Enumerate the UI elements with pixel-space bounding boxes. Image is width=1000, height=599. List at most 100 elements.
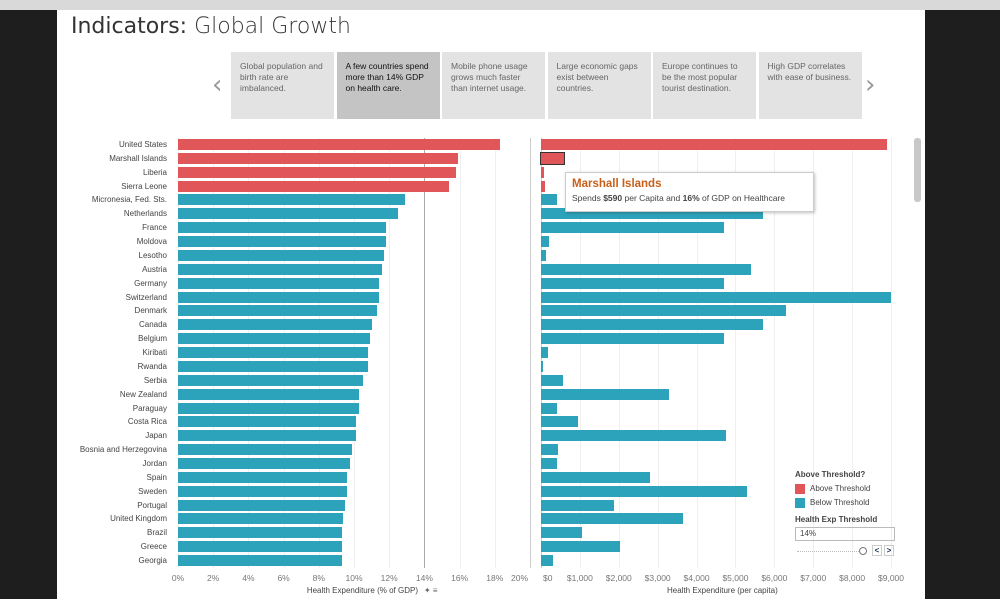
tt-amount: $590: [603, 193, 623, 203]
bar-per-capita[interactable]: [541, 236, 549, 248]
bar-per-capita[interactable]: [541, 222, 724, 234]
bar-gdp-pct[interactable]: [178, 194, 406, 206]
bar-gdp-pct[interactable]: [178, 166, 457, 178]
prev-story-arrow-icon[interactable]: ‹: [212, 70, 223, 100]
bar-gdp-pct[interactable]: [178, 208, 398, 220]
story-point-2[interactable]: A few countries spend more than 14% GDP …: [336, 52, 440, 119]
x-tick-left: 18%: [486, 573, 504, 583]
x-axis-title-right: Health Expenditure (per capita): [667, 586, 778, 595]
x-tick-left: 10%: [345, 573, 363, 583]
bar-gdp-pct[interactable]: [178, 139, 501, 150]
bar-per-capita[interactable]: [541, 277, 724, 289]
bar-gdp-pct[interactable]: [178, 499, 346, 511]
story-point-5[interactable]: Europe continues to be the most popular …: [653, 52, 756, 119]
bar-per-capita[interactable]: [541, 249, 547, 261]
bar-gdp-pct[interactable]: [178, 277, 379, 289]
x-tick-left: 8%: [312, 573, 325, 583]
country-label: United States: [118, 140, 167, 149]
grid-line-right: [657, 138, 659, 568]
bar-per-capita[interactable]: [541, 471, 650, 483]
scrollbar-thumb[interactable]: [914, 138, 921, 202]
bar-gdp-pct[interactable]: [178, 236, 386, 248]
grid-line-right: [852, 138, 854, 568]
bar-per-capita[interactable]: [540, 151, 565, 165]
story-point-6[interactable]: High GDP correlates with ease of busines…: [758, 52, 862, 119]
bar-per-capita[interactable]: [541, 333, 724, 345]
legend-item-below[interactable]: Below Threshold: [795, 498, 895, 508]
bar-per-capita[interactable]: [541, 347, 548, 359]
country-label: New Zealand: [119, 389, 167, 399]
bar-per-capita[interactable]: [541, 360, 544, 372]
threshold-input[interactable]: 14%: [795, 527, 895, 541]
bar-gdp-pct[interactable]: [178, 180, 450, 192]
bar-per-capita[interactable]: [541, 541, 621, 553]
bar-per-capita[interactable]: [541, 555, 554, 567]
tt-mid: per Capita and: [622, 193, 683, 203]
bar-per-capita[interactable]: [541, 194, 557, 206]
bar-gdp-pct[interactable]: [178, 555, 342, 567]
axis-divider: [530, 138, 531, 568]
bar-gdp-pct[interactable]: [178, 305, 377, 317]
bar-per-capita[interactable]: [541, 485, 748, 497]
bar-per-capita[interactable]: [541, 527, 583, 539]
x-tick-right: $5,000: [722, 573, 749, 583]
bar-gdp-pct[interactable]: [178, 333, 370, 345]
bar-gdp-pct[interactable]: [178, 249, 384, 261]
country-label: Moldova: [136, 237, 167, 247]
bar-gdp-pct[interactable]: [178, 374, 363, 386]
bar-per-capita[interactable]: [541, 139, 888, 150]
story-point-3[interactable]: Mobile phone usage grows much faster tha…: [442, 52, 545, 119]
bar-gdp-pct[interactable]: [178, 416, 356, 428]
x-tick-left: 6%: [277, 573, 290, 583]
bar-gdp-pct[interactable]: [178, 471, 347, 483]
bar-gdp-pct[interactable]: [178, 527, 342, 539]
threshold-slider[interactable]: < >: [795, 544, 895, 558]
bar-gdp-pct[interactable]: [178, 402, 360, 414]
bar-gdp-pct[interactable]: [178, 360, 369, 372]
bar-per-capita[interactable]: [541, 291, 891, 303]
bar-per-capita[interactable]: [541, 499, 615, 511]
story-point-1[interactable]: Global population and birth rate are imb…: [231, 52, 334, 119]
bar-per-capita[interactable]: [541, 208, 763, 220]
bar-per-capita[interactable]: [541, 374, 563, 386]
bar-gdp-pct[interactable]: [178, 263, 383, 275]
bar-per-capita[interactable]: [541, 444, 559, 456]
bar-gdp-pct[interactable]: [178, 388, 360, 400]
legend-label: Below Threshold: [810, 498, 870, 508]
bar-gdp-pct[interactable]: [178, 513, 344, 525]
bar-per-capita[interactable]: [541, 166, 545, 178]
bar-per-capita[interactable]: [541, 180, 545, 192]
bar-gdp-pct[interactable]: [178, 152, 458, 164]
bar-per-capita[interactable]: [541, 458, 557, 469]
increment-button[interactable]: >: [884, 545, 894, 556]
bar-gdp-pct[interactable]: [178, 347, 369, 359]
bar-per-capita[interactable]: [541, 430, 726, 442]
bar-per-capita[interactable]: [541, 263, 751, 275]
country-label: France: [142, 223, 167, 233]
bar-per-capita[interactable]: [541, 388, 670, 400]
bar-gdp-pct[interactable]: [178, 485, 347, 497]
bar-gdp-pct[interactable]: [178, 458, 351, 469]
bar-gdp-pct[interactable]: [178, 319, 372, 331]
bar-per-capita[interactable]: [541, 319, 763, 331]
x-tick-right: $8,000: [839, 573, 866, 583]
bar-gdp-pct[interactable]: [178, 222, 386, 234]
bar-per-capita[interactable]: [541, 513, 683, 525]
bar-gdp-pct[interactable]: [178, 291, 379, 303]
legend-swatch: [795, 498, 805, 508]
legend-item-above[interactable]: Above Threshold: [795, 484, 895, 494]
next-story-arrow-icon[interactable]: ›: [865, 70, 876, 100]
bar-gdp-pct[interactable]: [178, 430, 356, 442]
country-label: United Kingdom: [110, 514, 167, 524]
sort-pin-icon[interactable]: ✦ ≡: [424, 586, 438, 595]
slider-knob[interactable]: [858, 547, 867, 555]
x-tick-left: 12%: [380, 573, 398, 583]
bar-per-capita[interactable]: [541, 416, 578, 428]
country-label: Jordan: [142, 459, 167, 468]
story-point-4[interactable]: Large economic gaps exist between countr…: [547, 52, 651, 119]
bar-gdp-pct[interactable]: [178, 444, 353, 456]
bar-per-capita[interactable]: [541, 402, 557, 414]
decrement-button[interactable]: <: [872, 545, 882, 556]
bar-per-capita[interactable]: [541, 305, 786, 317]
bar-gdp-pct[interactable]: [178, 541, 342, 553]
